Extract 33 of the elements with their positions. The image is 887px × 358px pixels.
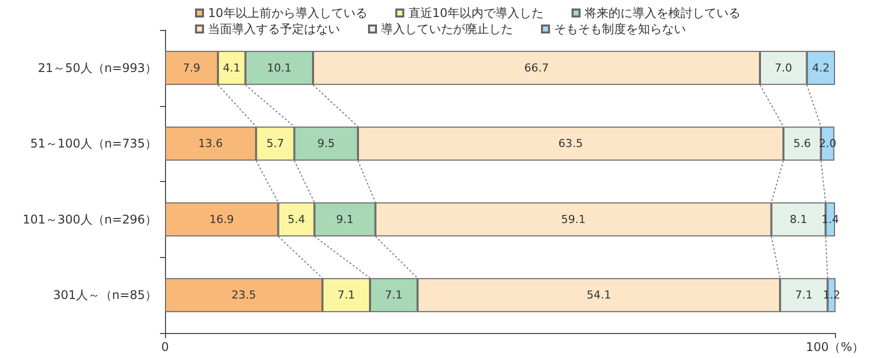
y-tick-label: 301人～（n=85） bbox=[53, 288, 157, 302]
legend-label: 当面導入する予定はない bbox=[208, 22, 340, 36]
data-label: 9.1 bbox=[336, 212, 354, 226]
data-label: 63.5 bbox=[558, 137, 583, 150]
x-tick-label: 100（%） bbox=[806, 340, 864, 354]
data-label: 4.2 bbox=[812, 61, 830, 74]
legend-label: 将来的に導入を検討している bbox=[584, 6, 741, 20]
legend-label: 10年以上前から導入している bbox=[208, 6, 368, 20]
data-label: 13.6 bbox=[198, 137, 223, 150]
legend-label: そもそも制度を知らない bbox=[554, 22, 686, 36]
data-label: 66.7 bbox=[524, 61, 549, 74]
data-label: 5.4 bbox=[288, 212, 306, 226]
data-label: 7.9 bbox=[182, 61, 200, 74]
data-label: 23.5 bbox=[231, 288, 256, 302]
data-label: 9.5 bbox=[317, 137, 335, 150]
legend-label: 導入していたが廃止した bbox=[381, 22, 513, 36]
data-label: 7.1 bbox=[795, 288, 813, 302]
data-label: 7.0 bbox=[774, 61, 792, 74]
data-label: 59.1 bbox=[561, 212, 586, 226]
y-tick-label: 101～300人（n=296） bbox=[22, 212, 157, 226]
x-tick-label: 0 bbox=[161, 340, 169, 354]
data-label: 16.9 bbox=[209, 212, 234, 226]
data-label: 7.1 bbox=[337, 288, 355, 302]
y-tick-label: 21～50人（n=993） bbox=[38, 60, 157, 75]
legend-label: 直近10年以内で導入した bbox=[408, 6, 544, 20]
data-label: 4.1 bbox=[222, 61, 240, 74]
data-label: 54.1 bbox=[586, 288, 612, 302]
data-label: 5.6 bbox=[793, 137, 811, 150]
data-label: 8.1 bbox=[790, 212, 808, 226]
data-label: 10.1 bbox=[266, 61, 292, 74]
data-label: 7.1 bbox=[385, 288, 403, 302]
data-label: 5.7 bbox=[266, 137, 284, 150]
y-tick-label: 51～100人（n=735） bbox=[30, 136, 157, 151]
